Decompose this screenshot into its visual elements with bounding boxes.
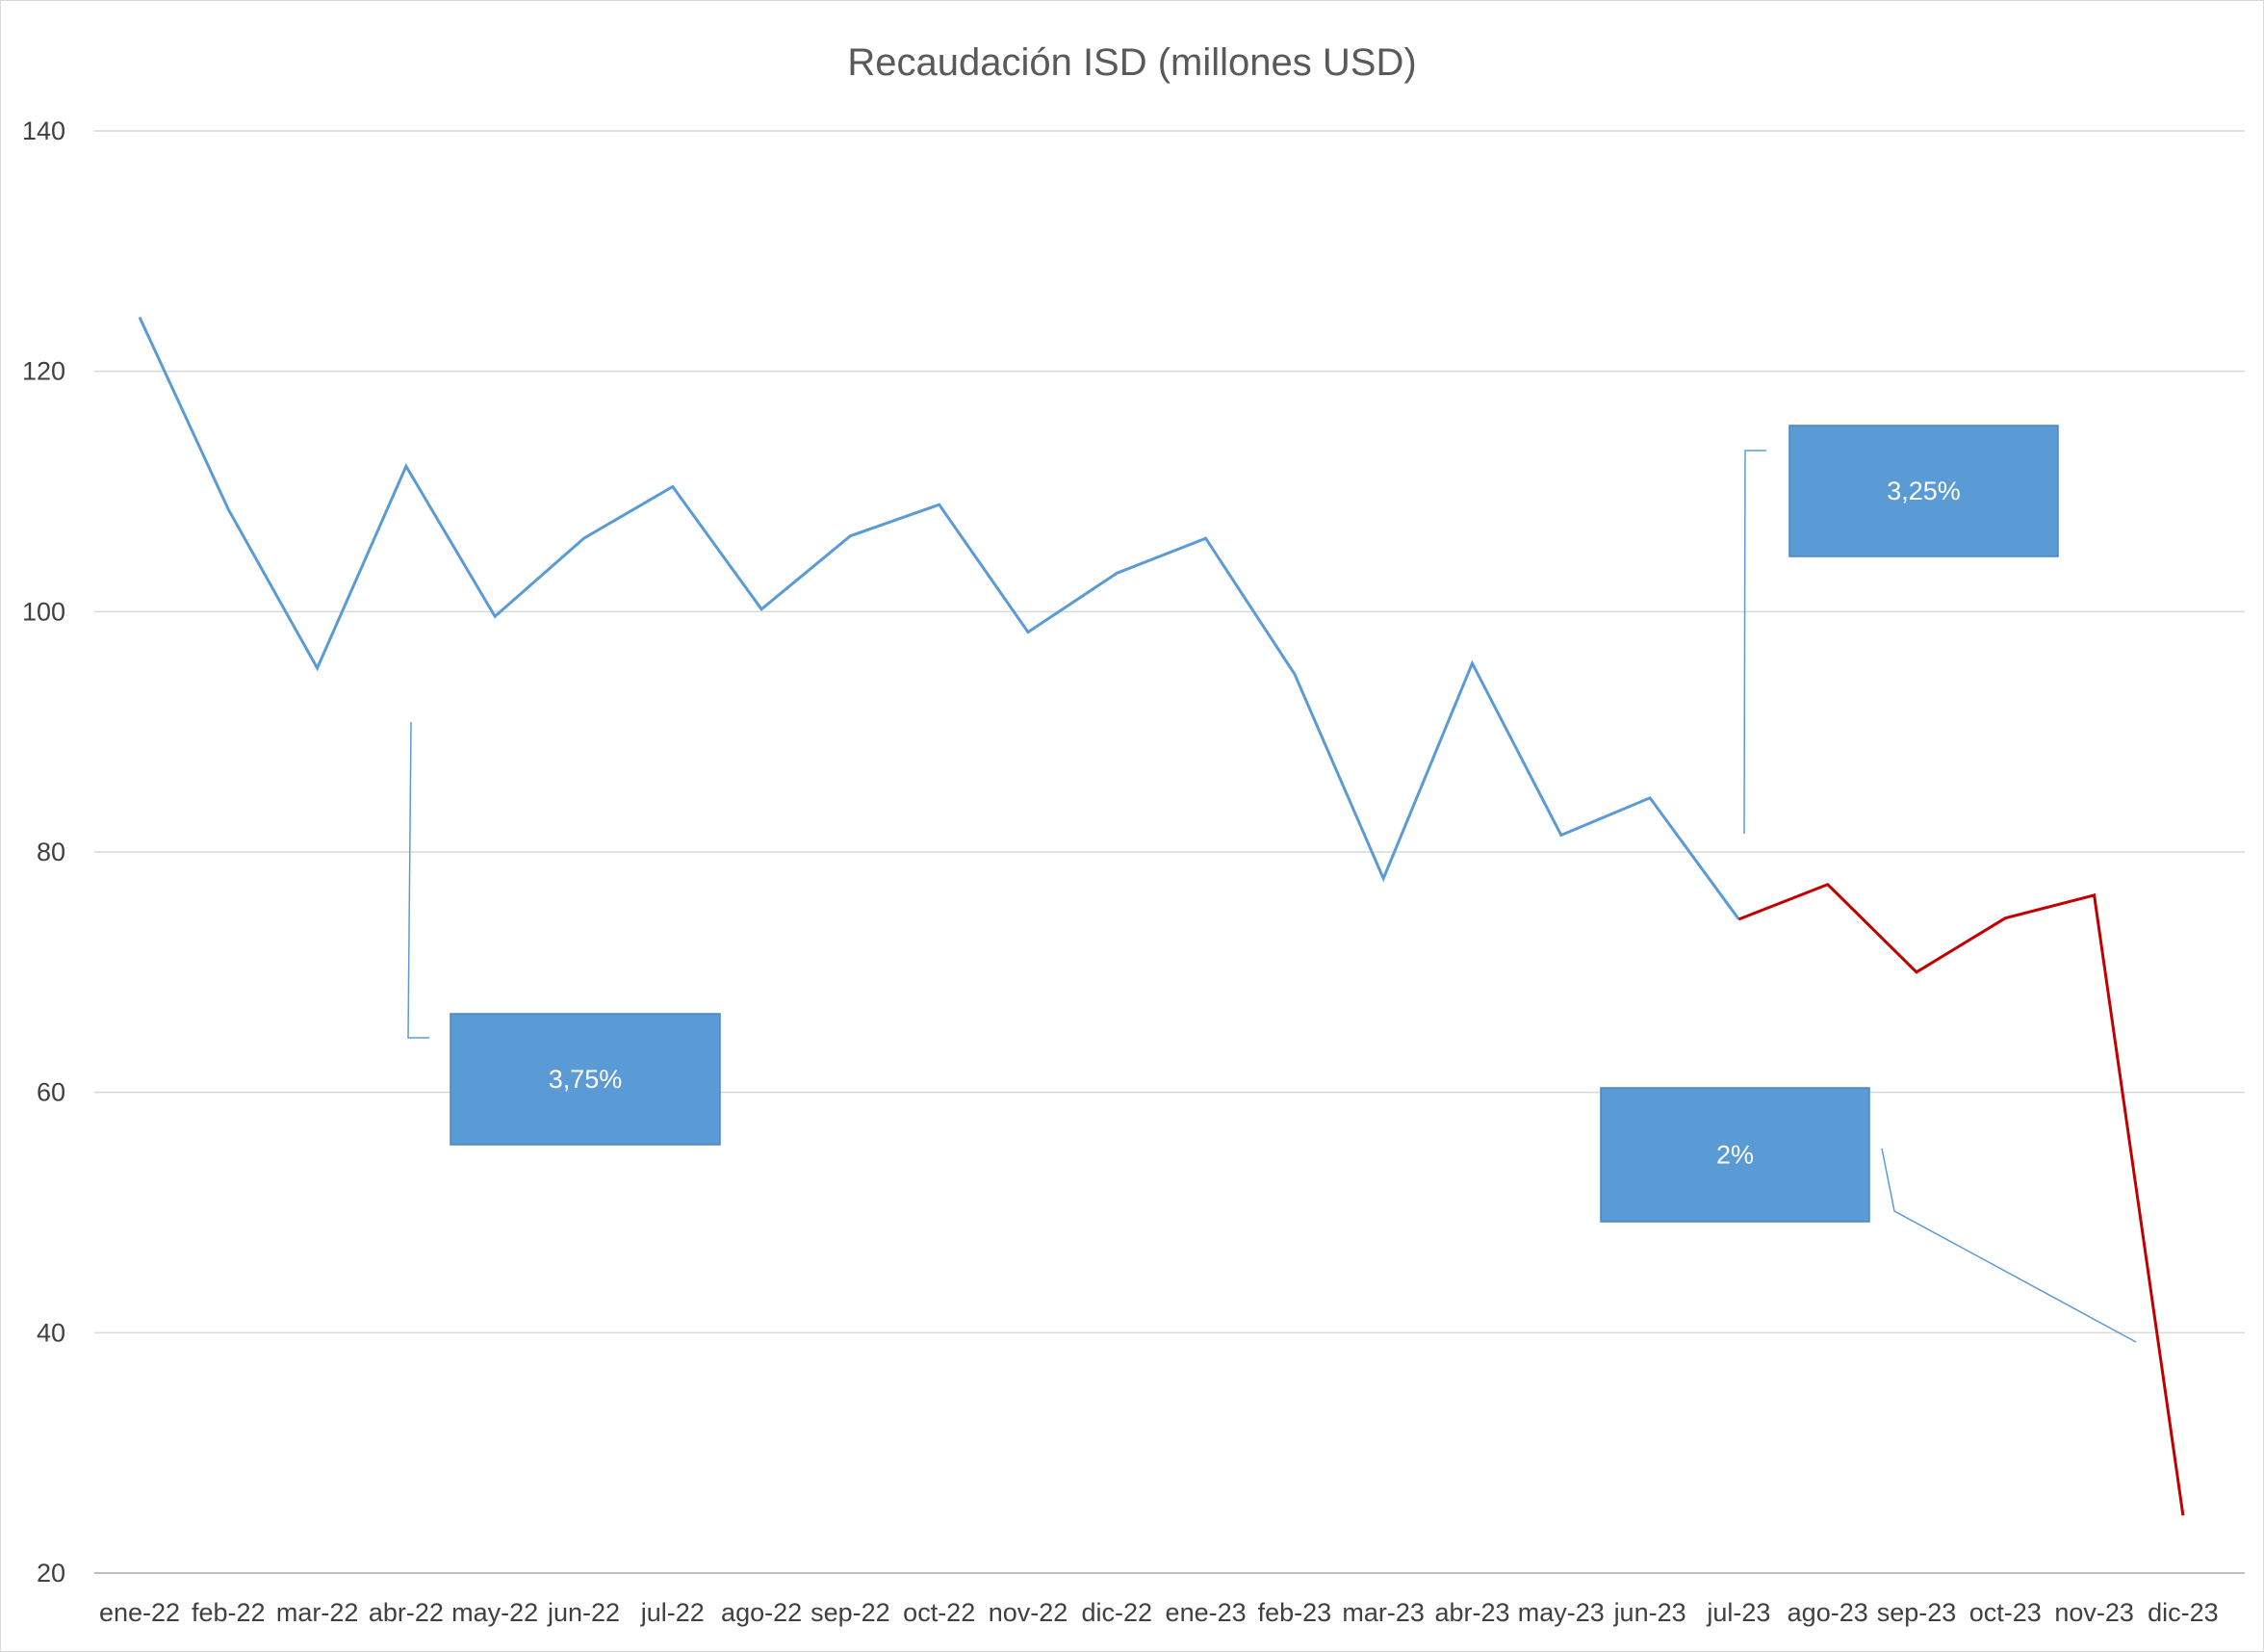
callout-box — [450, 1013, 721, 1146]
y-tick-label: 120 — [22, 357, 65, 386]
x-tick-label: dic-23 — [2148, 1598, 2219, 1627]
y-tick-label: 60 — [37, 1078, 65, 1107]
x-tick-label: oct-23 — [1969, 1598, 2042, 1627]
callouts: 3,75% 3,25% 2% — [407, 425, 2137, 1343]
x-tick-label: feb-23 — [1258, 1598, 1332, 1627]
chart-title: Recaudación ISD (millones USD) — [847, 41, 1416, 84]
callout-leader-line — [407, 721, 429, 1039]
callout-label: 3,75% — [549, 1065, 623, 1094]
callout-label: 2% — [1716, 1141, 1754, 1170]
series-lines — [138, 316, 2185, 1516]
x-tick-label: may-23 — [1518, 1598, 1605, 1627]
callout-label: 3,25% — [1887, 477, 1961, 505]
x-tick-label: oct-22 — [903, 1598, 975, 1627]
y-tick-label: 100 — [22, 597, 65, 626]
x-tick-label: jul-23 — [1706, 1598, 1770, 1627]
x-tick-label: may-22 — [451, 1598, 538, 1627]
series-line — [138, 316, 1740, 920]
callout-leader-line — [1743, 450, 1766, 835]
y-tick-label: 20 — [37, 1559, 65, 1587]
callout-box — [1788, 425, 2059, 557]
y-tick-label: 40 — [37, 1318, 65, 1347]
x-tick-label: sep-23 — [1877, 1598, 1957, 1627]
x-tick-label: ene-22 — [99, 1598, 180, 1627]
x-tick-label: feb-22 — [192, 1598, 266, 1627]
x-tick-label: ago-22 — [721, 1598, 802, 1627]
x-tick-label: jul-22 — [640, 1598, 705, 1627]
x-tick-label: mar-22 — [276, 1598, 359, 1627]
x-tick-label: dic-22 — [1082, 1598, 1153, 1627]
x-tick-label: jun-23 — [1613, 1598, 1686, 1627]
y-tick-label: 140 — [22, 116, 65, 145]
x-tick-label: ago-23 — [1788, 1598, 1868, 1627]
x-tick-label: mar-23 — [1342, 1598, 1425, 1627]
callout-leader-line — [1881, 1148, 2137, 1343]
callout-box — [1600, 1087, 1870, 1223]
x-tick-label: ene-23 — [1166, 1598, 1247, 1627]
axes: 20 40 60 80 100 120 140 ene-22 feb-22 mar-22 abr-2… — [22, 116, 2245, 1627]
x-tick-label: jun-22 — [547, 1598, 620, 1627]
x-tick-label: abr-23 — [1434, 1598, 1509, 1627]
x-tick-label: nov-23 — [2054, 1598, 2134, 1627]
series-line — [1737, 882, 2185, 1516]
x-tick-label: abr-22 — [369, 1598, 444, 1627]
x-tick-label: nov-22 — [989, 1598, 1068, 1627]
y-tick-label: 80 — [37, 838, 65, 866]
x-tick-label: sep-22 — [810, 1598, 890, 1627]
